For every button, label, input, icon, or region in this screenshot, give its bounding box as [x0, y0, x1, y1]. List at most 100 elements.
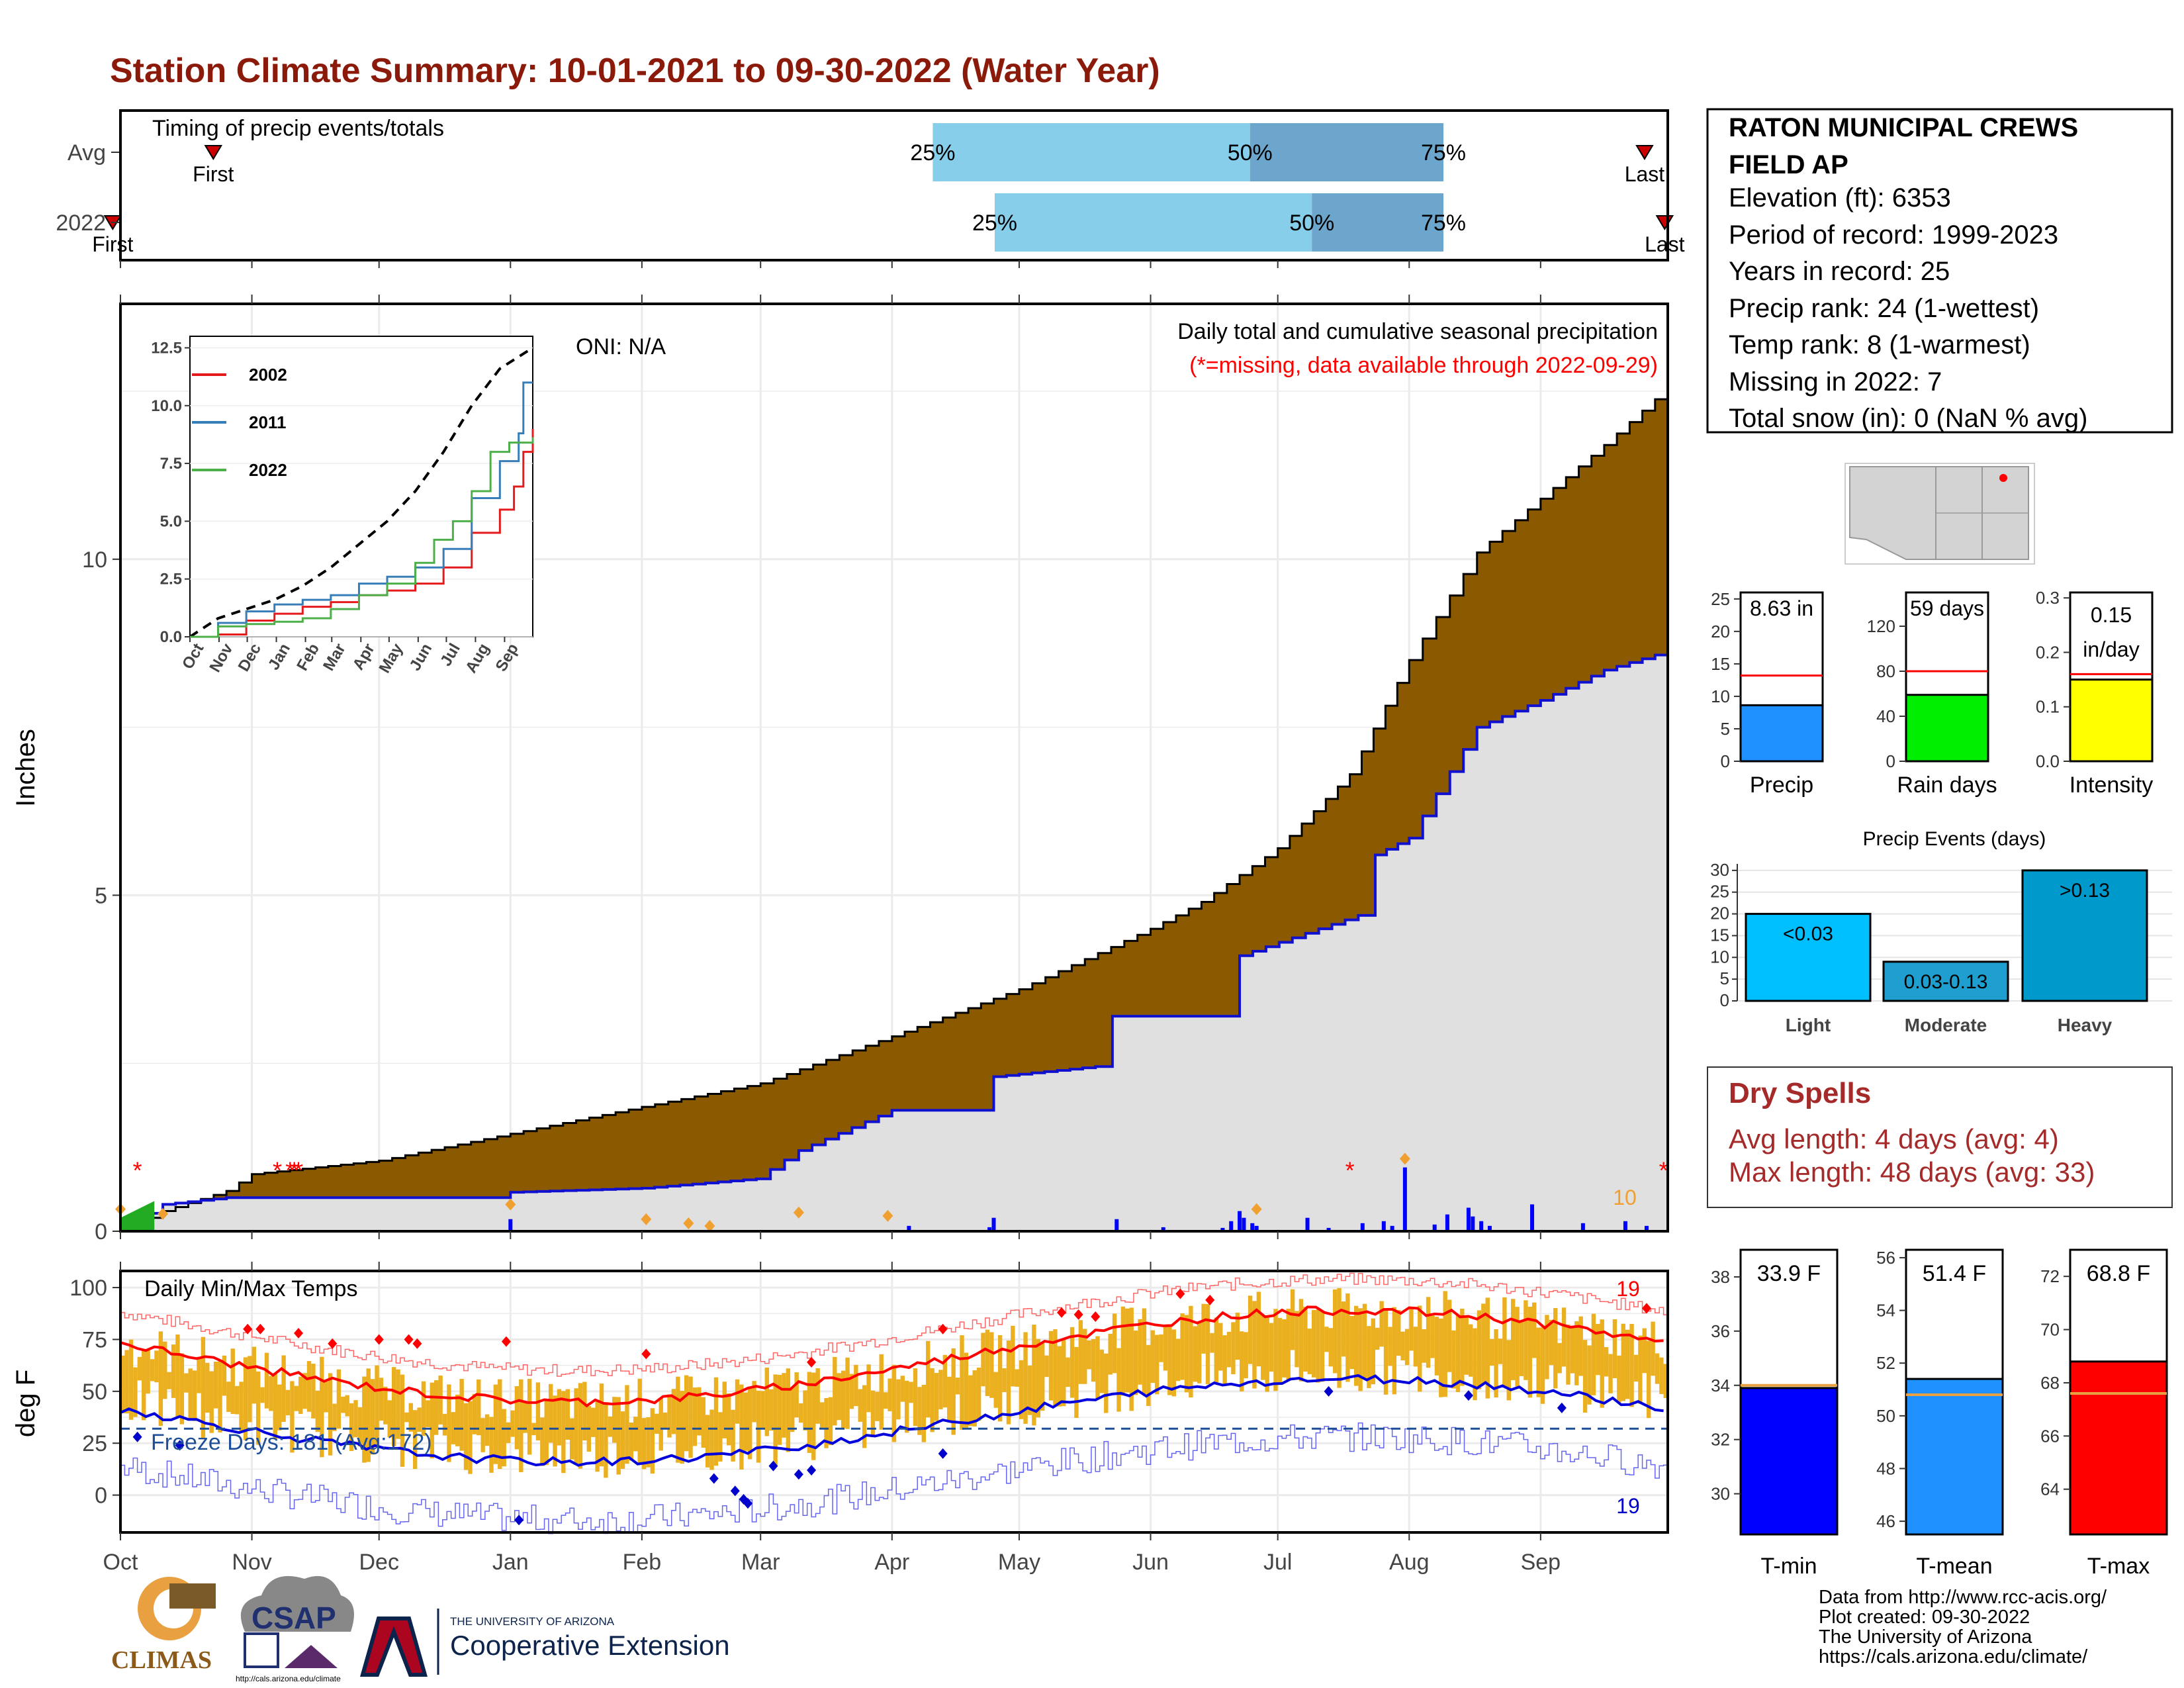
daily-temp-bar [718, 1412, 723, 1462]
daily-temp-bar [209, 1371, 214, 1433]
daily-temp-bar [463, 1403, 469, 1470]
daily-temp-bar [870, 1390, 876, 1438]
daily-temp-bar [438, 1376, 443, 1425]
max-day-marker [641, 1213, 652, 1225]
daily-temp-bar [124, 1350, 129, 1414]
station-snow: Total snow (in): 0 (NaN % avg) [1729, 404, 2087, 433]
daily-temp-bar [1159, 1334, 1163, 1362]
daily-temp-bar [1307, 1329, 1312, 1374]
daily-temp-bar [913, 1368, 918, 1427]
daily-temp-bar [1332, 1289, 1338, 1374]
daily-temp-bar [989, 1332, 994, 1398]
daily-temp-bar [1146, 1344, 1151, 1406]
timing-bar-50-75 [1312, 193, 1443, 252]
daily-precip-bar [1487, 1225, 1492, 1231]
daily-precip-bar [1326, 1227, 1331, 1231]
daily-temp-bar [735, 1379, 740, 1424]
timing-row-label: Avg [68, 140, 106, 165]
daily-temp-bar [201, 1336, 206, 1439]
daily-temp-bar [930, 1368, 934, 1432]
temp-summary-value-bar [1905, 1378, 2004, 1536]
month-tick-label: Jan [492, 1550, 529, 1575]
locator-map [1844, 463, 2035, 565]
daily-temp-bar [1222, 1335, 1227, 1384]
daily-temp-bar [171, 1344, 176, 1398]
summary-bar-tick-label: 80 [1876, 661, 1895, 681]
daily-temp-bar [726, 1393, 731, 1446]
daily-temp-bar [1218, 1323, 1223, 1371]
daily-temp-bar [1154, 1335, 1160, 1395]
daily-temp-bar [942, 1354, 948, 1408]
timing-label-75: 75% [1421, 211, 1466, 236]
daily-temp-bar [1231, 1322, 1236, 1374]
daily-temp-bar [616, 1397, 621, 1475]
timing-label-75: 75% [1421, 140, 1466, 165]
daily-temp-bar [1074, 1346, 1079, 1418]
daily-temp-bar [379, 1378, 384, 1421]
daily-precip-bar [1390, 1225, 1394, 1231]
daily-temp-bar [447, 1384, 451, 1462]
daily-temp-bar [1582, 1340, 1588, 1413]
daily-temp-bar [1248, 1295, 1253, 1364]
daily-temp-bar [277, 1384, 282, 1430]
temp-summary-tick-label: 52 [1876, 1353, 1895, 1373]
daily-temp-bar [905, 1380, 909, 1433]
temp-summary-tick-label: 72 [2040, 1266, 2060, 1286]
daily-precip-bar [1466, 1207, 1471, 1231]
daily-temp-bar [1617, 1355, 1621, 1403]
daily-temp-bar [773, 1374, 778, 1466]
daily-temp-bar [1404, 1329, 1410, 1366]
precip-panel-frame [119, 303, 1669, 1233]
daily-temp-bar [756, 1390, 761, 1463]
daily-temp-bar [1273, 1309, 1278, 1391]
daily-temp-bar [553, 1395, 557, 1467]
month-tick-label: Mar [741, 1550, 780, 1575]
daily-temp-bar [667, 1394, 672, 1438]
daily-temp-bar [595, 1401, 600, 1472]
daily-temp-bar [412, 1410, 418, 1470]
cumulative-2022-line [120, 651, 1669, 1233]
daily-temp-bar [1197, 1321, 1202, 1383]
avg-cumulative-line [120, 387, 1669, 1233]
daily-temp-bar [510, 1410, 515, 1437]
daily-temp-bar [357, 1407, 363, 1446]
precip-events-category: Heavy [2058, 1015, 2113, 1035]
freeze-days-label: Freeze Days: 181 (Avg:172) [151, 1430, 432, 1455]
daily-precip-bar [1644, 1225, 1649, 1231]
oni-label: ONI: N/A [576, 334, 666, 359]
daily-temp-bar [1189, 1305, 1193, 1398]
daily-temp-bar [311, 1364, 316, 1419]
daily-temp-bar [875, 1391, 880, 1421]
daily-temp-bar [934, 1373, 939, 1421]
daily-temp-bar [1320, 1311, 1325, 1382]
last-event-marker [1635, 145, 1654, 160]
daily-temp-bar [938, 1370, 943, 1409]
daily-temp-bar [887, 1378, 892, 1411]
temp-panel-frame [119, 1270, 1669, 1534]
daily-temp-bar [807, 1372, 812, 1453]
daily-temp-bar [188, 1368, 193, 1420]
daily-precip-bar [1254, 1225, 1259, 1231]
precip-events-bar-label: 0.03-0.13 [1904, 971, 1988, 993]
daily-temp-bar [1430, 1313, 1435, 1358]
max-day-marker [882, 1209, 893, 1222]
daily-temp-bar [760, 1391, 765, 1429]
timing-label-25: 25% [910, 140, 955, 165]
dry-spells-box: Dry Spells Avg length: 4 days (avg: 4) M… [1707, 1066, 2173, 1208]
daily-temp-bar [218, 1360, 222, 1432]
missing-day-marker: * [273, 1157, 282, 1184]
precip-y-tick-label: 10 [82, 547, 107, 573]
daily-temp-bar [1303, 1306, 1308, 1372]
precip-events-tick-label: 25 [1710, 882, 1729, 902]
daily-temp-bar [480, 1418, 485, 1452]
daily-temp-bar [146, 1349, 150, 1394]
daily-temp-bar [1460, 1308, 1465, 1386]
csap-logo-text: CSAP [251, 1601, 336, 1635]
daily-temp-bar [1549, 1319, 1554, 1366]
daily-temp-bar [1566, 1325, 1570, 1385]
daily-temp-bar [574, 1388, 578, 1466]
daily-temp-bar [1011, 1325, 1015, 1387]
footer-plot-created: Plot created: 09-30-2022 [1819, 1607, 2030, 1628]
daily-temp-bar [163, 1341, 167, 1399]
